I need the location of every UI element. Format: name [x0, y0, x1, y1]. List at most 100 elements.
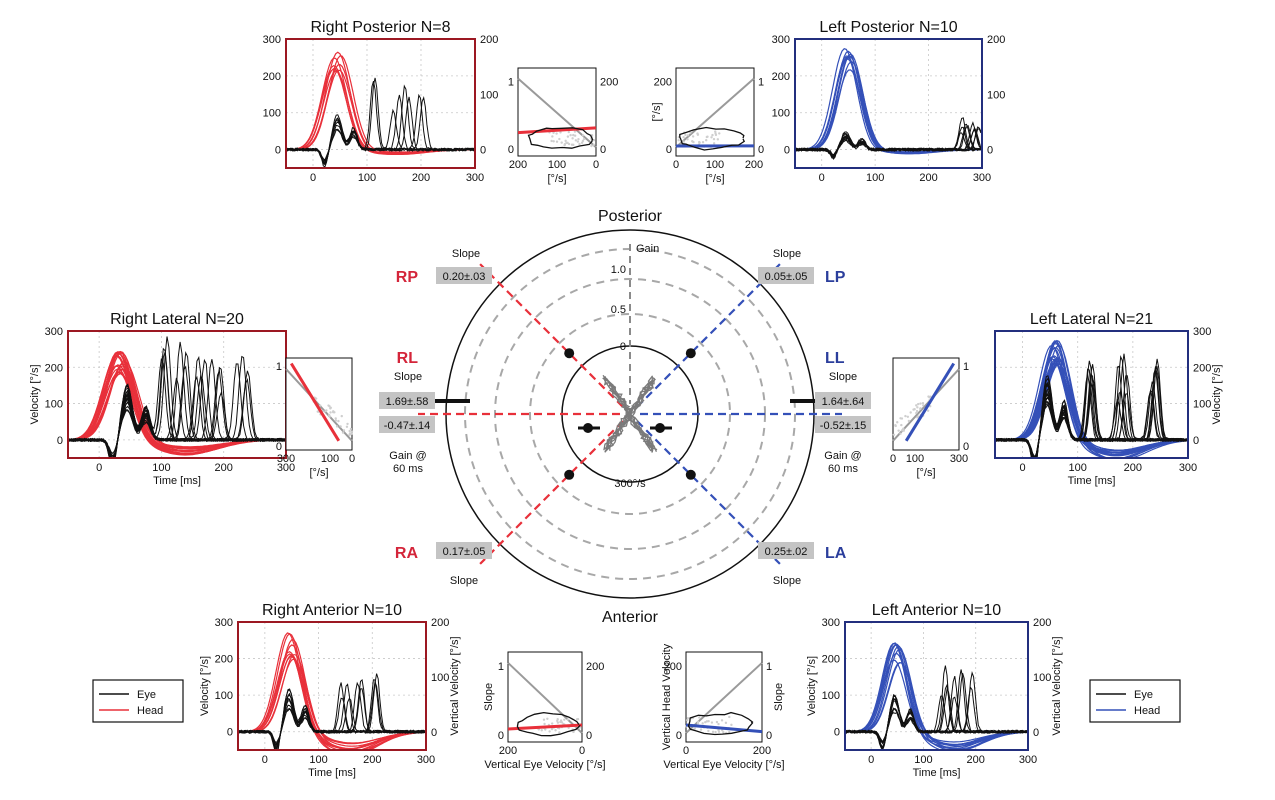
- data-point: [685, 718, 689, 722]
- ring-label: 1.0: [611, 264, 626, 276]
- data-point: [724, 721, 728, 725]
- legend-eye-label: Eye: [1134, 689, 1153, 701]
- y2-tick-label: 100: [1193, 399, 1211, 411]
- y2-axis-label: Slope: [773, 683, 785, 711]
- gain-axis-label: Gain: [636, 243, 659, 255]
- data-point: [921, 401, 925, 405]
- y2-tick-label: 1: [766, 661, 772, 673]
- x-axis-label: [°/s]: [916, 467, 935, 479]
- data-point: [899, 417, 902, 420]
- data-point: [542, 718, 546, 721]
- gain-marker-rp: [564, 348, 575, 359]
- data-point: [580, 141, 584, 144]
- x-axis-label: Time [ms]: [153, 475, 201, 487]
- eye-trace: [238, 682, 425, 750]
- data-point: [710, 136, 713, 139]
- data-point: [592, 143, 595, 147]
- data-point: [899, 432, 902, 435]
- y2-tick-label: 0: [963, 441, 969, 453]
- contour: [679, 126, 746, 151]
- legend-head-label: Head: [137, 705, 163, 717]
- timeseries-panel-left-anterior: 0 100 200 300 0 100 200 300 0 100 200 Left Anterior…: [806, 602, 1063, 779]
- data-point: [913, 407, 916, 411]
- contour: [527, 127, 594, 149]
- rp-slope-box: 0.20±.03: [436, 267, 492, 284]
- x-tick-label: 0: [593, 159, 599, 171]
- data-point: [730, 723, 733, 727]
- contour: [516, 711, 581, 737]
- value-box: [758, 267, 814, 284]
- data-point: [894, 424, 897, 427]
- data-point: [707, 729, 710, 733]
- gain-marker-la: [685, 469, 696, 480]
- y-tick-label: 200: [45, 362, 63, 374]
- fit-line: [290, 362, 341, 442]
- x-tick-label: 200: [745, 159, 763, 171]
- rp-slope-label: Slope: [452, 248, 480, 260]
- x-tick-label: 0: [262, 754, 268, 766]
- x-tick-label: 100: [866, 172, 884, 184]
- eye-trace: [238, 697, 426, 745]
- x-axis-label: Time [ms]: [1068, 475, 1116, 487]
- data-point: [701, 140, 705, 144]
- panel-frame: [994, 330, 1189, 459]
- x-tick-label: 200: [919, 172, 937, 184]
- data-point: [576, 140, 580, 143]
- y-tick-label: 0: [57, 435, 63, 447]
- head-trace: [795, 58, 981, 153]
- data-point: [917, 402, 920, 406]
- data-point: [677, 139, 680, 142]
- fit-line: [685, 723, 763, 734]
- y-tick-label: 1: [498, 661, 504, 673]
- data-point: [574, 139, 578, 142]
- y-tick-label: 300: [263, 34, 281, 46]
- data-point: [715, 720, 719, 724]
- data-point: [922, 404, 925, 407]
- y-tick-label: 300: [822, 617, 840, 629]
- data-point: [581, 139, 585, 143]
- data-point: [342, 429, 346, 432]
- data-point: [329, 407, 332, 410]
- y2-tick-label: 200: [600, 77, 618, 89]
- value-box: [436, 542, 492, 559]
- value-box: [379, 416, 435, 433]
- data-point: [316, 410, 319, 413]
- data-point: [346, 422, 349, 426]
- data-point: [919, 407, 922, 410]
- data-point: [572, 133, 575, 137]
- data-point: [691, 135, 695, 138]
- timeseries-panel-left-lateral: 0 100 200 300 0 100 200 300 Left Lateral N=21 Tim…: [994, 311, 1223, 487]
- lp-label: LP: [825, 269, 846, 286]
- y2-tick-label: 100: [1033, 672, 1051, 684]
- y-axis-label: Slope: [483, 683, 495, 711]
- data-point: [705, 139, 708, 142]
- data-point: [686, 138, 689, 141]
- data-point: [892, 433, 896, 436]
- data-point: [555, 132, 558, 135]
- data-point: [548, 730, 551, 733]
- ll-label: LL: [825, 350, 845, 367]
- data-point: [592, 138, 596, 142]
- y-tick-label: 1: [276, 361, 282, 373]
- x-tick-label: 200: [1124, 462, 1142, 474]
- value-text: 1.69±.58: [386, 396, 429, 408]
- y-axis-label: Vertical Head Velocity: [661, 643, 673, 750]
- data-point: [728, 730, 731, 734]
- data-point: [572, 730, 575, 733]
- x-tick-label: 300: [277, 453, 295, 465]
- data-point: [915, 409, 919, 413]
- y-tick-label: 100: [772, 108, 790, 120]
- data-point: [559, 131, 562, 134]
- value-box: [379, 392, 435, 409]
- data-point: [696, 132, 699, 135]
- data-point: [329, 411, 332, 414]
- panel-frame: [794, 38, 983, 169]
- data-point: [915, 411, 918, 415]
- data-point: [560, 141, 563, 144]
- y2-tick-label: 0: [758, 144, 764, 156]
- x-tick-label: 300: [417, 754, 435, 766]
- traces: [845, 642, 1028, 750]
- lp-slope-label: Slope: [773, 248, 801, 260]
- value-text: -0.47±.14: [384, 420, 430, 432]
